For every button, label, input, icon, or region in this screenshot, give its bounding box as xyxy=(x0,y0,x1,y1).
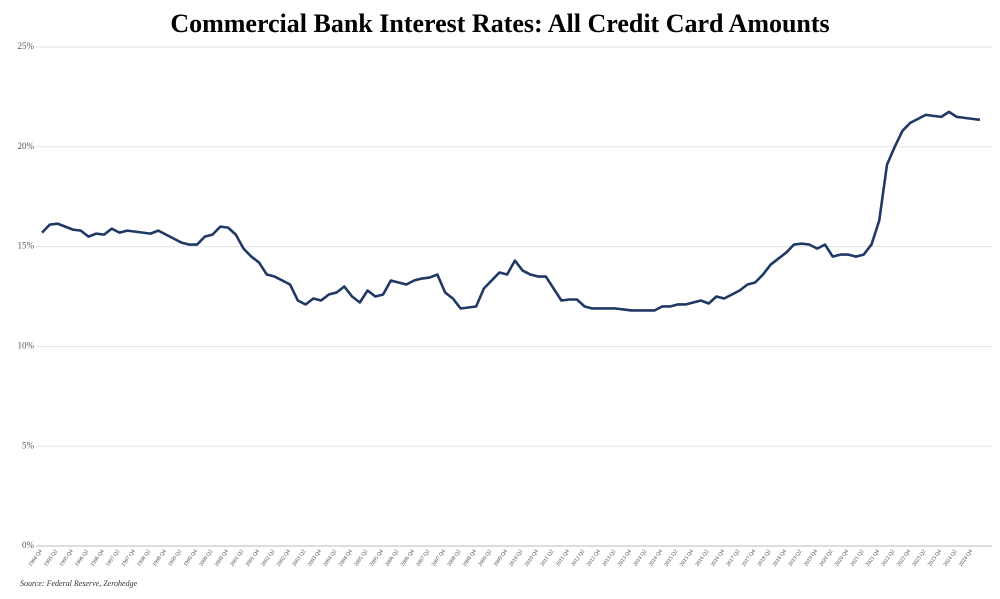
line-series xyxy=(41,110,981,312)
y-tick-label: 0% xyxy=(22,540,35,550)
y-tick-label: 10% xyxy=(18,340,35,350)
y-tick-label: 5% xyxy=(22,440,35,450)
y-tick-label: 15% xyxy=(18,241,35,251)
y-tick-label: 20% xyxy=(18,141,35,151)
y-tick-label: 25% xyxy=(18,41,35,51)
source-note: Source: Federal Reserve, Zerohedge xyxy=(20,579,138,588)
chart-title: Commercial Bank Interest Rates: All Cred… xyxy=(170,9,829,38)
